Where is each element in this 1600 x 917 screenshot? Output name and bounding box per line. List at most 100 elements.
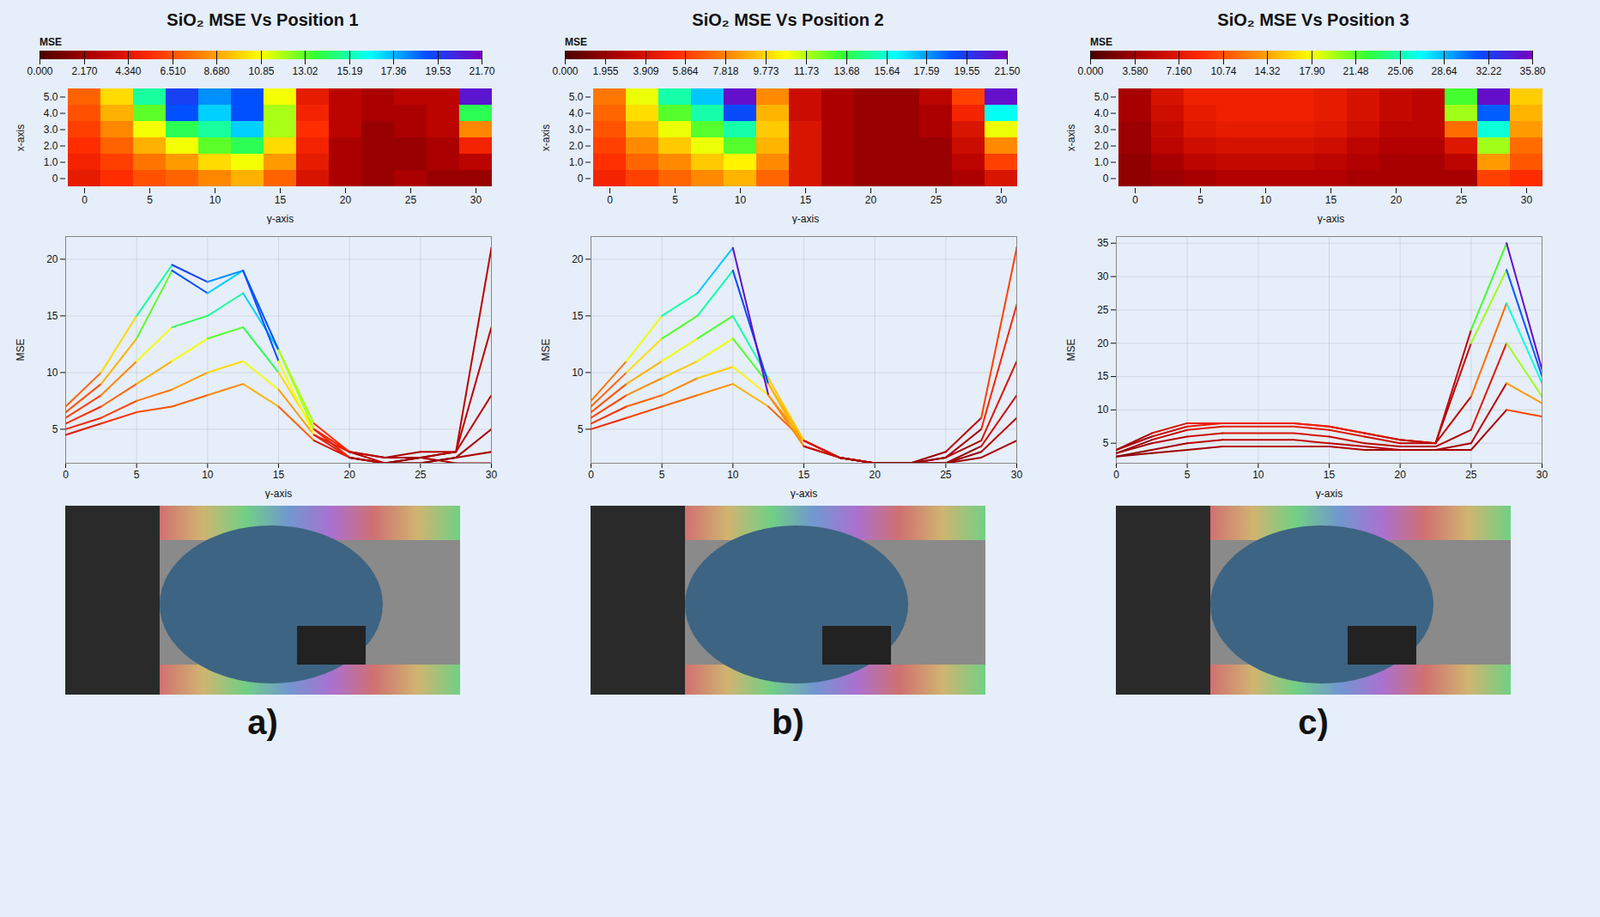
svg-text:3.909: 3.909 xyxy=(632,65,659,78)
svg-text:5: 5 xyxy=(1103,436,1110,449)
svg-text:10: 10 xyxy=(571,366,584,379)
svg-text:10: 10 xyxy=(727,468,740,481)
svg-text:5: 5 xyxy=(146,193,153,207)
svg-text:17.36: 17.36 xyxy=(380,65,407,78)
svg-text:10: 10 xyxy=(1260,193,1273,207)
svg-text:x-axis: x-axis xyxy=(14,124,27,152)
svg-text:4.0: 4.0 xyxy=(43,107,59,120)
svg-text:5.0: 5.0 xyxy=(569,90,584,104)
svg-text:19.55: 19.55 xyxy=(953,65,980,78)
svg-text:7.818: 7.818 xyxy=(712,65,739,78)
svg-text:17.59: 17.59 xyxy=(913,65,940,78)
svg-text:13.68: 13.68 xyxy=(833,65,860,78)
svg-text:5: 5 xyxy=(52,423,59,436)
svg-text:x-axis: x-axis xyxy=(1065,124,1078,152)
svg-text:15: 15 xyxy=(46,309,59,322)
svg-text:10: 10 xyxy=(209,193,222,207)
svg-text:x-axis: x-axis xyxy=(539,124,552,152)
svg-text:5: 5 xyxy=(577,423,584,436)
svg-text:15: 15 xyxy=(800,193,813,207)
svg-text:0.000: 0.000 xyxy=(26,65,53,78)
svg-text:y-axis: y-axis xyxy=(266,212,294,225)
svg-text:4.0: 4.0 xyxy=(1094,107,1110,120)
svg-text:3.0: 3.0 xyxy=(43,123,59,136)
svg-text:2.170: 2.170 xyxy=(71,65,97,78)
svg-text:3.0: 3.0 xyxy=(569,123,584,136)
svg-text:13.02: 13.02 xyxy=(291,65,318,78)
svg-text:15: 15 xyxy=(571,309,584,322)
svg-text:25: 25 xyxy=(1465,468,1478,481)
svg-text:0: 0 xyxy=(62,468,69,481)
svg-text:17.90: 17.90 xyxy=(1298,65,1325,78)
svg-text:15: 15 xyxy=(1325,193,1338,207)
svg-text:20: 20 xyxy=(1390,193,1403,207)
svg-text:y-axis: y-axis xyxy=(265,487,292,500)
svg-text:30: 30 xyxy=(995,193,1008,207)
svg-text:y-axis: y-axis xyxy=(1317,212,1345,225)
svg-text:0.000: 0.000 xyxy=(551,65,578,78)
svg-text:20: 20 xyxy=(46,253,59,266)
svg-text:MSE: MSE xyxy=(564,36,588,49)
svg-text:MSE: MSE xyxy=(1065,338,1078,361)
svg-text:10: 10 xyxy=(201,468,214,481)
svg-text:0: 0 xyxy=(606,193,613,207)
svg-text:15: 15 xyxy=(1323,468,1336,481)
svg-text:0: 0 xyxy=(1103,172,1110,185)
svg-text:21.70: 21.70 xyxy=(468,65,495,78)
svg-text:15.19: 15.19 xyxy=(336,65,363,78)
svg-text:9.773: 9.773 xyxy=(752,65,779,78)
svg-text:11.73: 11.73 xyxy=(793,65,819,78)
svg-text:30: 30 xyxy=(485,468,498,481)
svg-text:30: 30 xyxy=(1536,468,1549,481)
svg-text:4.0: 4.0 xyxy=(569,107,584,120)
svg-text:21.48: 21.48 xyxy=(1342,65,1369,78)
svg-text:2.0: 2.0 xyxy=(569,139,584,152)
svg-text:20: 20 xyxy=(865,193,878,207)
svg-text:25: 25 xyxy=(405,193,418,207)
svg-text:35.80: 35.80 xyxy=(1519,65,1546,78)
svg-text:0: 0 xyxy=(577,172,584,185)
svg-text:30: 30 xyxy=(1521,193,1534,207)
svg-text:10: 10 xyxy=(1252,468,1265,481)
svg-text:3.0: 3.0 xyxy=(1094,123,1110,136)
svg-text:5.864: 5.864 xyxy=(672,65,698,78)
svg-text:y-axis: y-axis xyxy=(1315,487,1343,500)
svg-text:25: 25 xyxy=(930,193,943,207)
svg-text:35: 35 xyxy=(1096,236,1110,249)
svg-text:0: 0 xyxy=(1113,468,1120,481)
svg-text:19.53: 19.53 xyxy=(424,65,451,78)
svg-text:y-axis: y-axis xyxy=(792,212,819,225)
svg-text:1.0: 1.0 xyxy=(1094,156,1110,169)
svg-text:5: 5 xyxy=(659,468,666,481)
svg-text:21.50: 21.50 xyxy=(993,65,1020,78)
svg-text:0: 0 xyxy=(587,468,594,481)
svg-text:5: 5 xyxy=(1197,193,1204,207)
svg-text:20: 20 xyxy=(571,253,584,266)
svg-text:2.0: 2.0 xyxy=(43,139,59,152)
svg-text:10: 10 xyxy=(46,366,59,379)
svg-text:10: 10 xyxy=(734,193,747,207)
svg-text:MSE: MSE xyxy=(1090,36,1113,49)
svg-text:0: 0 xyxy=(81,193,88,207)
svg-text:5.0: 5.0 xyxy=(43,90,59,104)
svg-text:30: 30 xyxy=(1096,270,1110,283)
svg-text:y-axis: y-axis xyxy=(790,487,818,500)
svg-text:2.0: 2.0 xyxy=(1094,139,1110,152)
svg-text:1.0: 1.0 xyxy=(569,156,584,169)
svg-text:20: 20 xyxy=(343,468,356,481)
svg-text:20: 20 xyxy=(339,193,352,207)
svg-text:5: 5 xyxy=(133,468,140,481)
svg-text:25: 25 xyxy=(414,468,427,481)
svg-text:6.510: 6.510 xyxy=(159,65,186,78)
svg-text:3.580: 3.580 xyxy=(1121,65,1148,78)
svg-text:1.0: 1.0 xyxy=(43,156,59,169)
svg-text:1.955: 1.955 xyxy=(592,65,619,78)
svg-text:15: 15 xyxy=(272,468,285,481)
svg-text:5: 5 xyxy=(1184,468,1191,481)
svg-text:MSE: MSE xyxy=(539,338,552,361)
svg-text:10.85: 10.85 xyxy=(248,65,274,78)
svg-text:20: 20 xyxy=(868,468,881,481)
svg-text:15: 15 xyxy=(274,193,287,207)
svg-text:20: 20 xyxy=(1096,337,1110,350)
svg-text:14.32: 14.32 xyxy=(1254,65,1280,78)
